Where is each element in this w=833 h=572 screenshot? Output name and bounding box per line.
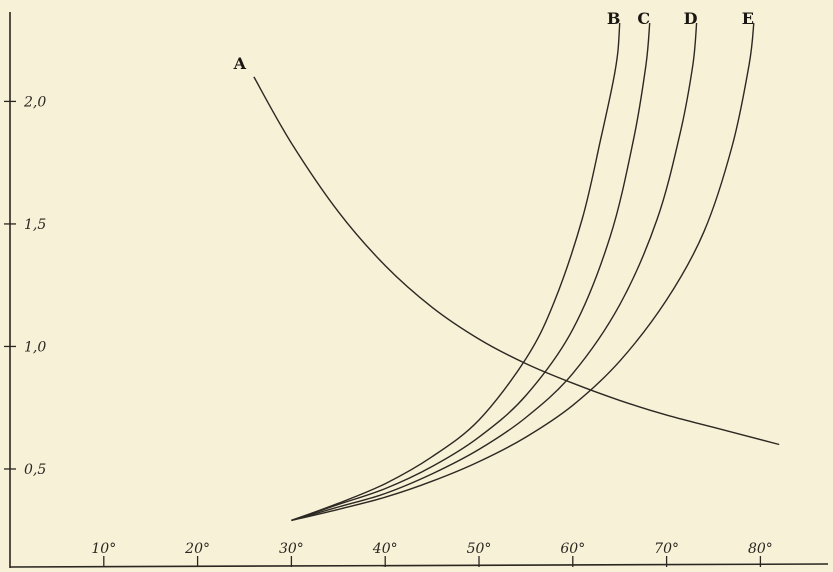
series-label-b: B [607, 9, 621, 28]
x-tick-label: 40° [372, 541, 398, 557]
y-tick-label: 1,0 [24, 339, 46, 355]
y-tick-label: 1,5 [24, 217, 46, 233]
series-label-d: D [684, 9, 698, 28]
tick-labels: 10° 20° 30° 40° 50° 60° 70° 80° 0,5 1,0 1,5 2,0 [23, 94, 773, 557]
series-label-c: C [637, 9, 650, 28]
series-line-c [291, 22, 651, 522]
x-tick-label: 10° [91, 541, 116, 557]
x-tick-label: 50° [467, 541, 492, 557]
series-line-b [291, 22, 621, 522]
series-line-a [253, 76, 780, 446]
series-label-a: A [233, 54, 247, 73]
x-tick-label: 70° [654, 541, 679, 557]
curves [253, 22, 780, 522]
series-labels: A B C D E [233, 9, 754, 73]
series-line-e [291, 22, 755, 522]
y-tick-label: 0,5 [24, 462, 46, 478]
x-tick-label: 20° [184, 541, 210, 557]
y-tick-label: 2,0 [23, 94, 46, 110]
x-axis [9, 563, 829, 568]
ticks [4, 100, 762, 567]
x-tick-label: 30° [279, 541, 304, 557]
series-line-d [291, 22, 698, 522]
x-tick-label: 80° [748, 541, 773, 557]
x-tick-label: 60° [560, 541, 585, 557]
series-label-e: E [742, 9, 754, 28]
